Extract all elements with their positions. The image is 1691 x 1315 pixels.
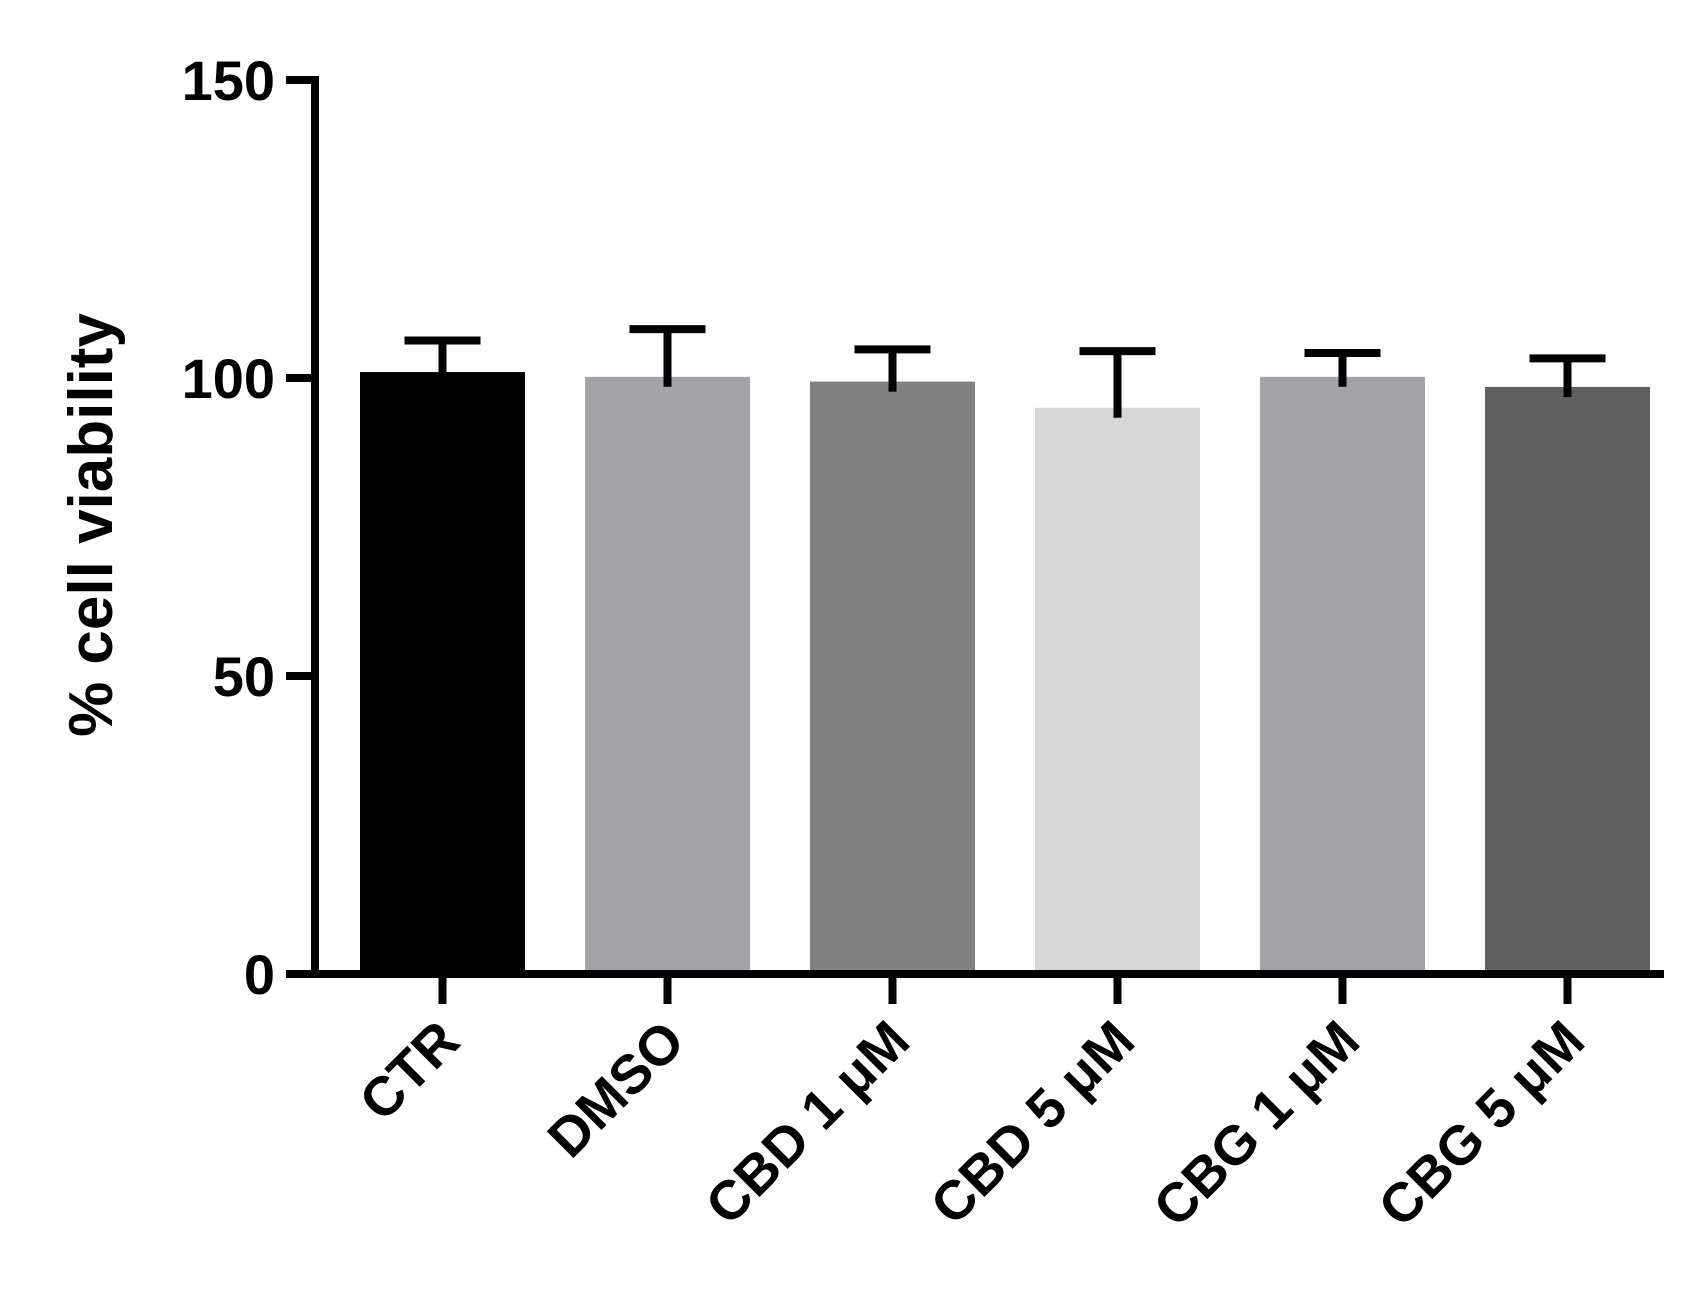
bar	[1035, 407, 1200, 974]
y-tick-label: 150	[182, 49, 275, 112]
bar	[360, 372, 525, 974]
bar	[585, 376, 750, 975]
y-tick-label: 100	[182, 347, 275, 410]
x-tick-label: CBD 5 μM	[918, 1009, 1146, 1237]
x-tick-label: CBG 1 μM	[1141, 1009, 1371, 1239]
x-tick-label: CBD 1 μM	[693, 1009, 921, 1237]
y-axis-title: % cell viability	[57, 313, 126, 737]
bar	[810, 381, 975, 974]
bar	[1260, 376, 1425, 975]
y-tick-label: 0	[244, 943, 275, 1006]
x-tick-label: CBG 5 μM	[1366, 1009, 1596, 1239]
axes-layer	[286, 76, 1664, 1004]
bars-layer	[360, 372, 1650, 975]
error-bars-layer	[404, 325, 1606, 418]
bar	[1485, 386, 1650, 974]
x-tick-label: DMSO	[535, 1009, 696, 1170]
y-tick-label: 50	[213, 645, 275, 708]
x-tick-label: CTR	[347, 1009, 471, 1133]
